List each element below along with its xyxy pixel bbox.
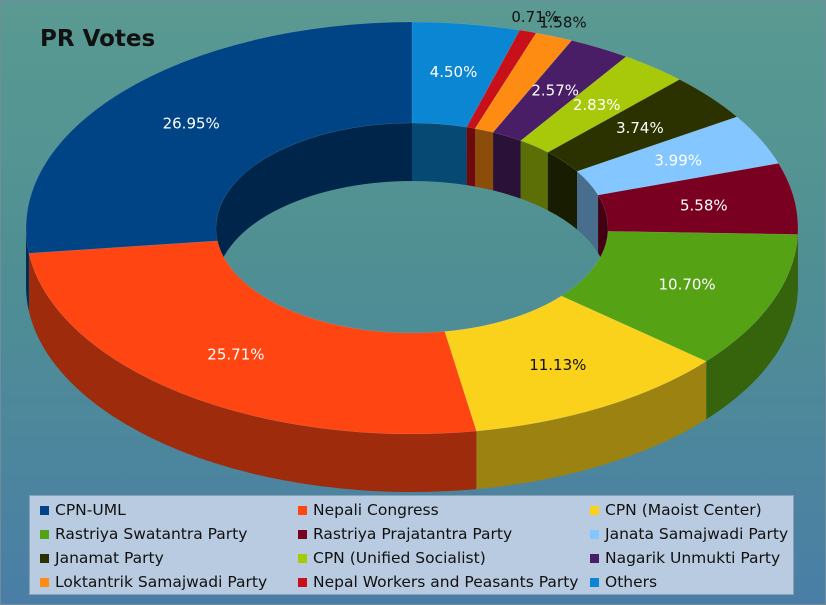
legend-item-nepali-congress: Nepali Congress (298, 498, 590, 522)
legend-item-others: Others (590, 570, 805, 594)
legend-item-nagarik-unmukti-party: Nagarik Unmukti Party (590, 546, 805, 570)
slice-cpn-uml (25, 21, 413, 254)
legend-label-cpn-uml: CPN-UML (55, 501, 126, 519)
legend-swatch-rastriya-swatantra-party (40, 529, 49, 539)
slice-others (411, 21, 521, 128)
slice-label-rastriya-prajatantra-party: 5.58% (680, 196, 728, 214)
legend-swatch-others (590, 577, 599, 587)
chart-legend: CPN-UML Nepali Congress CPN (Maoist Center… (29, 495, 794, 595)
slice-label-cpn-maoist-center: 11.13% (529, 356, 586, 374)
legend-item-loktantrik-samajwadi-party: Loktantrik Samajwadi Party (40, 570, 298, 594)
slice-janamat-party (547, 79, 738, 172)
outer-wall-rastriya-swatantra-party (706, 234, 798, 420)
legend-item-cpn-unified-socialist: CPN (Unified Socialist) (298, 546, 590, 570)
legend-swatch-cpn-unified-socialist (298, 553, 307, 563)
slice-label-nepali-congress: 25.71% (207, 345, 264, 363)
slice-cpn-maoist-center (444, 295, 707, 432)
slice-label-others: 4.50% (430, 63, 478, 81)
legend-swatch-janamat-party (40, 553, 49, 563)
legend-label-cpn-maoist-center: CPN (Maoist Center) (605, 501, 762, 519)
legend-item-rastriya-swatantra-party: Rastriya Swatantra Party (40, 522, 298, 546)
legend-item-rastriya-prajatantra-party: Rastriya Prajatantra Party (298, 522, 590, 546)
slice-rastriya-prajatantra-party (597, 163, 799, 235)
slice-janata-samajwadi-party (576, 116, 779, 196)
legend-label-nagarik-unmukti-party: Nagarik Unmukti Party (605, 549, 781, 567)
slice-cpn-unified-socialist (520, 56, 681, 153)
legend-label-janamat-party: Janamat Party (55, 549, 164, 567)
legend-label-janata-samajwadi-party: Janata Samajwadi Party (605, 525, 789, 543)
legend-swatch-nepali-congress (298, 505, 307, 515)
inner-wall-others-0 (412, 123, 467, 186)
legend-item-cpn-maoist-center: CPN (Maoist Center) (590, 498, 805, 522)
inner-wall-nepal-workers-and-peasants-party-0 (466, 127, 476, 187)
legend-label-loktantrik-samajwadi-party: Loktantrik Samajwadi Party (55, 573, 268, 591)
slice-label-nepal-workers-and-peasants-party: 0.71% (511, 8, 559, 26)
donut-inner-walls (216, 123, 608, 286)
slice-label-cpn-unified-socialist: 2.83% (573, 96, 621, 114)
legend-label-cpn-unified-socialist: CPN (Unified Socialist) (313, 549, 486, 567)
slice-rastriya-swatantra-party (560, 231, 799, 362)
outer-wall-cpn-uml (26, 228, 29, 312)
outer-wall-nepali-congress (28, 253, 477, 493)
legend-item-janata-samajwadi-party: Janata Samajwadi Party (590, 522, 805, 546)
legend-label-rastriya-swatantra-party: Rastriya Swatantra Party (55, 525, 248, 543)
inner-wall-nagarik-unmukti-party-0 (493, 132, 521, 199)
slice-label-nagarik-unmukti-party: 2.57% (531, 81, 579, 99)
legend-label-nepal-workers-and-peasants-party: Nepal Workers and Peasants Party (313, 573, 579, 591)
inner-wall-cpn-unified-socialist-0 (520, 140, 548, 211)
legend-item-janamat-party: Janamat Party (40, 546, 298, 570)
legend-swatch-cpn-maoist-center (590, 505, 599, 515)
legend-label-rastriya-prajatantra-party: Rastriya Prajatantra Party (313, 525, 513, 543)
inner-wall-janata-samajwadi-party-0 (577, 171, 599, 254)
inner-wall-loktantrik-samajwadi-party-0 (475, 128, 494, 191)
legend-swatch-janata-samajwadi-party (590, 529, 599, 539)
slice-label-cpn-uml: 26.95% (163, 115, 220, 133)
chart-title: PR Votes (40, 26, 155, 52)
slice-label-janata-samajwadi-party: 3.99% (654, 151, 702, 169)
outer-wall-cpn-maoist-center (476, 361, 707, 490)
slice-loktantrik-samajwadi-party (474, 32, 573, 133)
legend-swatch-rastriya-prajatantra-party (298, 529, 307, 539)
legend-swatch-cpn-uml (40, 505, 49, 515)
legend-label-others: Others (605, 573, 658, 591)
inner-wall-janamat-party-0 (547, 152, 578, 230)
legend-swatch-nagarik-unmukti-party (590, 553, 599, 563)
slice-nepali-congress (28, 240, 477, 435)
slice-label-rastriya-swatantra-party: 10.70% (658, 276, 715, 294)
slice-label-loktantrik-samajwadi-party: 1.58% (539, 14, 587, 32)
donut-top-faces (25, 21, 799, 435)
legend-item-nepal-workers-and-peasants-party: Nepal Workers and Peasants Party (298, 570, 590, 594)
donut-outer-walls (26, 228, 798, 493)
legend-item-cpn-uml: CPN-UML (40, 498, 298, 522)
slice-label-janamat-party: 3.74% (616, 119, 664, 137)
inner-wall-cpn-uml-1 (216, 123, 412, 286)
legend-swatch-nepal-workers-and-peasants-party (298, 577, 307, 587)
slice-labels: 4.50% 0.71%1.58% 2.57%2.83% 3.74% 3.99% 5.58%… (163, 8, 728, 374)
legend-swatch-loktantrik-samajwadi-party (40, 577, 49, 587)
legend-label-nepali-congress: Nepali Congress (313, 501, 439, 519)
